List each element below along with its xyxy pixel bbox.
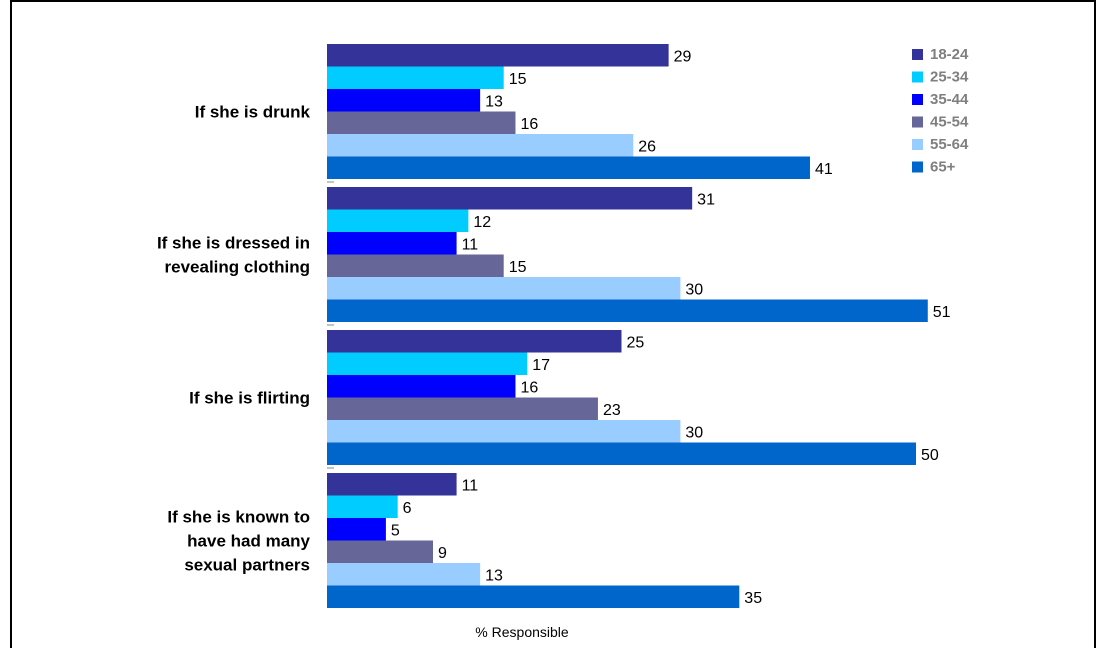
legend-swatch-45-54 xyxy=(912,116,923,128)
bar-18-24-cat2 xyxy=(327,330,622,353)
legend-label-25-34: 25-34 xyxy=(930,69,969,86)
category-label-1-line0: If she is dressed in xyxy=(157,234,310,253)
bar-25-34-cat1 xyxy=(327,209,469,232)
value-label-35-44-cat3: 5 xyxy=(391,522,400,539)
value-label-45-54-cat1: 15 xyxy=(509,259,527,276)
value-label-35-44-cat1: 11 xyxy=(462,236,479,253)
value-label-35-44-cat0: 13 xyxy=(485,93,503,110)
legend-label-55-64: 55-64 xyxy=(930,136,969,153)
bar-45-54-cat2 xyxy=(327,397,598,420)
bar-35-44-cat0 xyxy=(327,89,481,112)
value-label-65+-cat3: 35 xyxy=(744,590,762,607)
legend-swatch-35-44 xyxy=(912,94,923,105)
value-label-45-54-cat2: 23 xyxy=(603,402,621,419)
value-label-25-34-cat0: 15 xyxy=(509,71,527,88)
value-label-18-24-cat1: 31 xyxy=(697,191,715,208)
bar-18-24-cat3 xyxy=(327,473,457,496)
bar-55-64-cat2 xyxy=(327,420,681,443)
bar-18-24-cat1 xyxy=(327,187,693,210)
bar-25-34-cat3 xyxy=(327,495,398,518)
bar-65+-cat2 xyxy=(327,442,916,465)
value-label-18-24-cat0: 29 xyxy=(674,48,692,65)
bar-45-54-cat0 xyxy=(327,111,516,134)
bar-55-64-cat0 xyxy=(327,134,634,157)
bar-25-34-cat0 xyxy=(327,66,504,89)
category-label-3-line1: have had many xyxy=(187,532,310,551)
value-label-65+-cat2: 50 xyxy=(921,447,939,464)
legend-label-65+: 65+ xyxy=(930,159,956,176)
bar-55-64-cat1 xyxy=(327,277,681,300)
value-label-18-24-cat3: 11 xyxy=(462,477,479,494)
category-label-2-line0: If she is flirting xyxy=(189,389,310,408)
value-label-55-64-cat1: 30 xyxy=(685,281,703,298)
x-axis-title: % Responsible xyxy=(475,624,569,640)
chart-frame xyxy=(10,0,1096,648)
bar-65+-cat3 xyxy=(327,585,740,608)
value-label-18-24-cat2: 25 xyxy=(627,334,645,351)
value-label-35-44-cat2: 16 xyxy=(520,379,538,396)
value-label-45-54-cat0: 16 xyxy=(520,116,538,133)
bar-65+-cat0 xyxy=(327,156,810,179)
value-label-55-64-cat2: 30 xyxy=(685,424,703,441)
value-label-65+-cat1: 51 xyxy=(933,304,951,321)
value-label-25-34-cat3: 6 xyxy=(403,500,412,517)
bar-45-54-cat3 xyxy=(327,540,434,563)
category-label-0-line0: If she is drunk xyxy=(195,103,311,122)
value-label-55-64-cat3: 13 xyxy=(485,567,503,584)
legend-swatch-55-64 xyxy=(912,139,923,150)
bar-35-44-cat1 xyxy=(327,232,457,255)
bar-55-64-cat3 xyxy=(327,563,481,586)
bar-18-24-cat0 xyxy=(327,44,669,67)
legend-swatch-65+ xyxy=(912,161,923,173)
bar-35-44-cat3 xyxy=(327,518,386,541)
bar-25-34-cat2 xyxy=(327,352,528,375)
bar-35-44-cat2 xyxy=(327,375,516,398)
legend-label-45-54: 45-54 xyxy=(930,114,969,131)
value-label-55-64-cat0: 26 xyxy=(638,138,656,155)
legend-label-35-44: 35-44 xyxy=(930,91,969,108)
bar-65+-cat1 xyxy=(327,299,928,322)
category-label-1-line1: revealing clothing xyxy=(165,258,310,277)
legend-swatch-25-34 xyxy=(912,71,923,83)
legend-label-18-24: 18-24 xyxy=(930,46,969,63)
value-label-45-54-cat3: 9 xyxy=(438,545,447,562)
bar-45-54-cat1 xyxy=(327,254,504,277)
value-label-25-34-cat1: 12 xyxy=(473,214,491,231)
value-label-65+-cat0: 41 xyxy=(815,161,833,178)
legend-swatch-18-24 xyxy=(912,49,923,60)
category-label-3-line0: If she is known to xyxy=(167,508,310,527)
value-label-25-34-cat2: 17 xyxy=(532,357,550,374)
category-label-3-line2: sexual partners xyxy=(184,556,310,575)
